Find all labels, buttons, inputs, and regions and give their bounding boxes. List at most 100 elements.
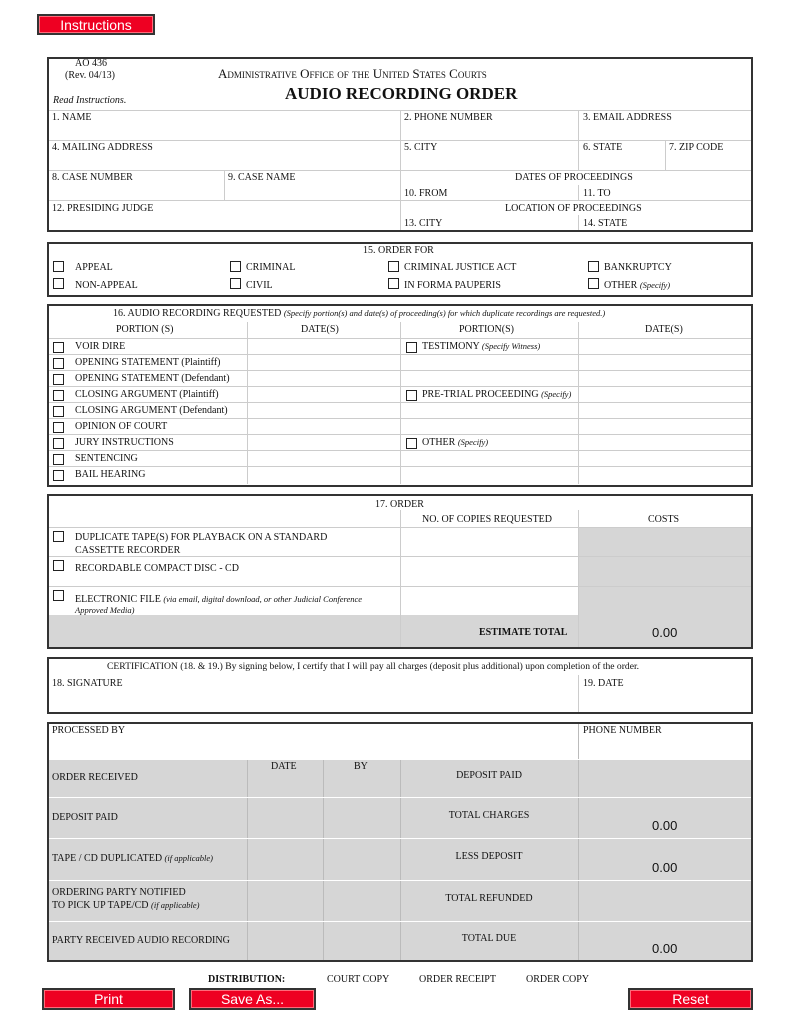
from-field[interactable]: 10. FROM	[404, 188, 448, 199]
office-row-label-2: TO PICK UP TAPE/CD (if applicable)	[52, 900, 199, 911]
col-copies: NO. OF COPIES REQUESTED	[422, 514, 553, 525]
requested-title: 16. AUDIO RECORDING REQUESTED (Specify p…	[113, 308, 605, 319]
order-for-title: 15. ORDER FOR	[363, 245, 434, 256]
portion-checkbox[interactable]	[53, 406, 64, 417]
portion-label: JURY INSTRUCTIONS	[75, 437, 174, 448]
electronic-file-label: ELECTRONIC FILE (via email, digital down…	[75, 594, 362, 605]
portion-right-text: PRE-TRIAL PROCEEDING	[422, 389, 539, 400]
portion-label-right: PRE-TRIAL PROCEEDING (Specify)	[422, 389, 571, 400]
duplicate-tape-label: DUPLICATE TAPE(S) FOR PLAYBACK ON A STAN…	[75, 532, 328, 543]
zip-field[interactable]: 7. ZIP CODE	[669, 142, 724, 153]
office-row-right-label: DEPOSIT PAID	[456, 770, 522, 781]
signature-field[interactable]: 18. SIGNATURE	[52, 678, 123, 689]
other-note: (Specify)	[639, 280, 671, 290]
portion-checkbox[interactable]	[53, 422, 64, 433]
portion-checkbox-right[interactable]	[406, 342, 417, 353]
electronic-file-note-2: Approved Media)	[75, 605, 135, 615]
location-state-field[interactable]: 14. STATE	[583, 218, 628, 229]
estimate-total-label: ESTIMATE TOTAL	[479, 627, 568, 638]
electronic-file-text: ELECTRONIC FILE	[75, 594, 161, 605]
form-number: AO 436	[75, 58, 107, 69]
name-field[interactable]: 1. NAME	[52, 112, 92, 123]
agency-name: Administrative Office of the United Stat…	[218, 66, 487, 81]
portion-right-note: (Specify)	[541, 389, 572, 399]
ifp-checkbox[interactable]	[388, 278, 399, 289]
date-field[interactable]: 19. DATE	[583, 678, 624, 689]
portion-label: VOIR DIRE	[75, 341, 126, 352]
revision: (Rev. 04/13)	[65, 70, 115, 81]
office-row-value: 0.00	[652, 818, 678, 833]
office-row-right-label: TOTAL REFUNDED	[445, 892, 533, 904]
cd-checkbox[interactable]	[53, 560, 64, 571]
presiding-judge-field[interactable]: 12. PRESIDING JUDGE	[52, 203, 154, 214]
portion-checkbox[interactable]	[53, 438, 64, 449]
instructions-button[interactable]: Instructions	[37, 14, 155, 35]
electronic-file-note: (via email, digital download, or other J…	[163, 594, 363, 604]
distribution-label: DISTRIBUTION:	[208, 974, 286, 985]
non-appeal-checkbox[interactable]	[53, 278, 64, 289]
portion-checkbox[interactable]	[53, 390, 64, 401]
office-row-label: DEPOSIT PAID	[52, 811, 118, 823]
office-row-label: PARTY RECEIVED AUDIO RECORDING	[52, 935, 230, 946]
phone-field[interactable]: 2. PHONE NUMBER	[404, 112, 493, 123]
page-title: AUDIO RECORDING ORDER	[285, 84, 518, 103]
other-text: OTHER	[604, 280, 638, 291]
estimate-total-value: 0.00	[652, 625, 678, 640]
portion-checkbox-right[interactable]	[406, 438, 417, 449]
portion-label: BAIL HEARING	[75, 469, 146, 480]
appeal-checkbox[interactable]	[53, 261, 64, 272]
certification-text: CERTIFICATION (18. & 19.) By signing bel…	[107, 661, 640, 672]
criminal-label: CRIMINAL	[246, 262, 296, 273]
portion-label-right: OTHER (Specify)	[422, 437, 488, 448]
print-button[interactable]: Print	[42, 988, 175, 1010]
other-checkbox[interactable]	[588, 278, 599, 289]
cja-checkbox[interactable]	[388, 261, 399, 272]
reset-button[interactable]: Reset	[628, 988, 753, 1010]
civil-checkbox[interactable]	[230, 278, 241, 289]
col-costs: COSTS	[648, 514, 680, 525]
requested-title-text: 16. AUDIO RECORDING REQUESTED	[113, 308, 282, 319]
order-section	[47, 494, 753, 649]
portion-checkbox[interactable]	[53, 454, 64, 465]
portion-checkbox[interactable]	[53, 342, 64, 353]
requester-info-section	[47, 57, 753, 232]
office-row-label: ORDERING PARTY NOTIFIED	[52, 887, 186, 898]
read-instructions: Read Instructions.	[53, 95, 127, 106]
portion-label: OPINION OF COURT	[75, 421, 168, 432]
bankruptcy-checkbox[interactable]	[588, 261, 599, 272]
office-row-right-label: TOTAL DUE	[461, 933, 517, 944]
col-portion-1: PORTION (S)	[116, 324, 174, 335]
criminal-checkbox[interactable]	[230, 261, 241, 272]
state-field[interactable]: 6. STATE	[583, 142, 623, 153]
portion-right-text: OTHER	[422, 437, 456, 448]
location-city-field[interactable]: 13. CITY	[404, 218, 443, 229]
col-dates-2: DATE(S)	[645, 324, 683, 335]
portion-checkbox[interactable]	[53, 358, 64, 369]
cd-label: RECORDABLE COMPACT DISC - CD	[75, 563, 239, 574]
certification-section	[47, 657, 753, 714]
email-field[interactable]: 3. EMAIL ADDRESS	[583, 112, 672, 123]
portion-label-right: TESTIMONY (Specify Witness)	[422, 341, 540, 352]
office-row-note: (if applicable)	[151, 900, 200, 910]
requested-note: (Specify portion(s) and date(s) of proce…	[283, 308, 606, 318]
city-field[interactable]: 5. CITY	[404, 142, 438, 153]
portion-checkbox-right[interactable]	[406, 390, 417, 401]
to-field[interactable]: 11. TO	[583, 188, 611, 199]
portion-checkbox[interactable]	[53, 374, 64, 385]
case-name-field[interactable]: 9. CASE NAME	[228, 172, 296, 183]
case-number-field[interactable]: 8. CASE NUMBER	[52, 172, 133, 183]
office-row-label2-text: TO PICK UP TAPE/CD	[52, 900, 149, 911]
office-phone: PHONE NUMBER	[583, 725, 662, 736]
order-for-section	[47, 242, 753, 297]
mailing-address-field[interactable]: 4. MAILING ADDRESS	[52, 142, 153, 153]
electronic-file-checkbox[interactable]	[53, 590, 64, 601]
office-row-value: 0.00	[652, 860, 678, 875]
portion-label: SENTENCING	[75, 453, 138, 464]
order-title: 17. ORDER	[375, 499, 424, 510]
court-copy: COURT COPY	[327, 974, 390, 985]
save-as-button[interactable]: Save As...	[189, 988, 316, 1010]
duplicate-tape-checkbox[interactable]	[53, 531, 64, 542]
portion-checkbox[interactable]	[53, 470, 64, 481]
appeal-label: APPEAL	[75, 262, 113, 273]
